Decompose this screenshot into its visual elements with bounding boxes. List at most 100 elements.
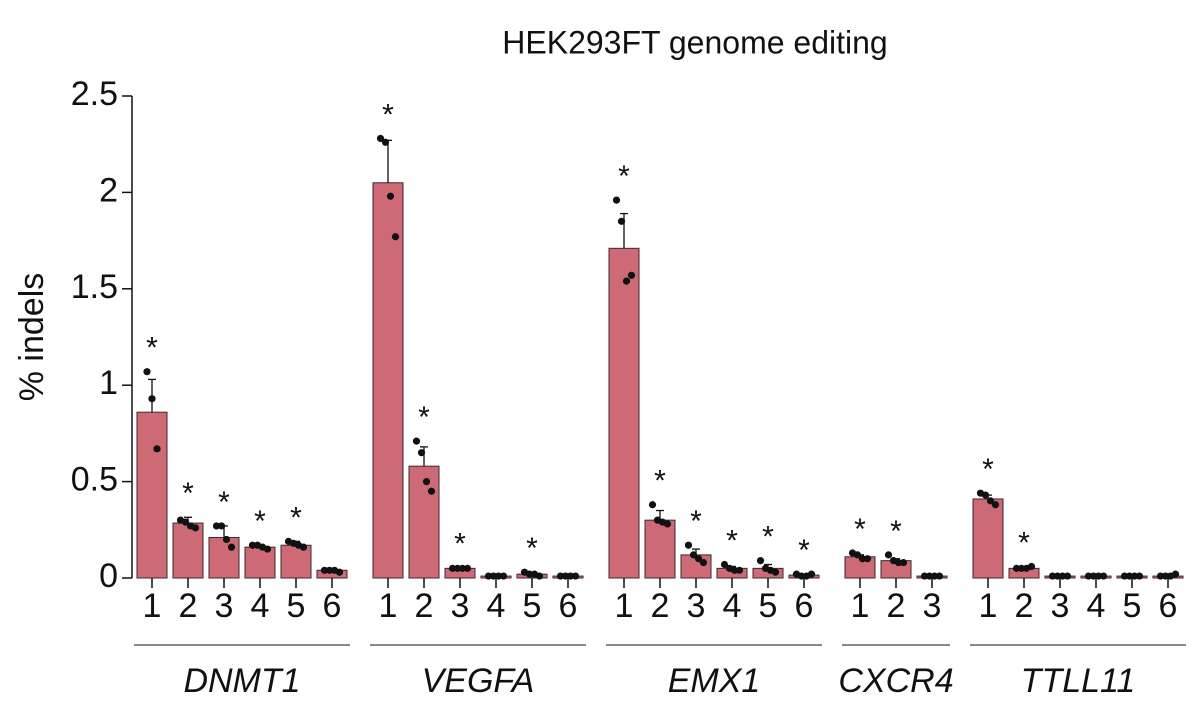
data-point [991,501,1000,509]
data-point [1053,572,1062,580]
data-point [756,557,765,565]
data-point [463,564,472,572]
data-point [153,445,161,453]
significance-label: * [418,401,430,434]
data-point [699,558,708,567]
data-point [1027,562,1036,571]
significance-label: * [382,98,394,131]
data-point [735,566,744,574]
x-tick-label: 5 [523,587,542,625]
bar [608,247,640,579]
x-tick-label: 5 [759,587,778,625]
y-tick-label: 0 [99,557,118,595]
significance-label: * [218,486,230,519]
data-point [1120,572,1129,580]
x-tick-label: 2 [1015,587,1034,625]
data-point [484,572,493,580]
data-point [894,558,903,567]
data-point [427,487,436,495]
x-tick-label: 1 [143,587,162,625]
data-point [453,564,462,572]
bar [408,465,440,579]
data-point [1048,572,1057,580]
data-point [1161,572,1170,580]
data-point [986,497,995,505]
y-tick-label: 2.5 [71,75,118,113]
data-point [622,277,631,285]
data-point [263,545,272,553]
data-point [1017,564,1026,572]
y-axis-label: % indels [13,273,51,402]
data-point [1135,572,1144,580]
data-point [807,570,816,578]
y-tick-label: 0.5 [71,461,118,499]
x-tick-label: 1 [851,587,870,625]
data-point [730,566,739,574]
data-point [858,555,867,563]
data-point [212,522,221,530]
data-point [556,572,565,580]
x-tick-label: 5 [287,587,306,625]
bar [136,411,168,579]
data-point [227,543,236,551]
data-point [391,233,400,241]
data-point [925,572,934,580]
data-point [412,437,421,445]
data-point [1058,572,1067,580]
x-tick-label: 6 [795,587,814,625]
group-label: CXCR4 [838,662,953,700]
data-point [489,572,498,580]
x-tick-label: 1 [379,587,398,625]
data-point [222,535,231,544]
x-tick-label: 4 [1087,587,1106,625]
group-label: VEGFA [422,662,535,700]
data-point [248,541,257,549]
data-point [217,522,226,530]
data-point [689,551,698,559]
bar [172,522,204,579]
y-tick-label: 1.5 [71,268,118,306]
data-point [612,196,621,204]
data-point [853,551,862,559]
data-point [494,572,503,580]
group-label: DNMT1 [183,662,300,700]
data-point [566,572,575,580]
x-tick-label: 2 [415,587,434,625]
data-point [448,564,457,572]
data-point [648,501,657,509]
data-point [417,449,426,457]
group-label: EMX1 [668,662,761,700]
significance-label: * [690,505,702,538]
significance-label: * [982,453,994,486]
data-point [1156,572,1165,580]
data-point [1012,564,1021,572]
data-point [771,568,780,576]
y-tick-label: 2 [99,171,118,209]
data-point [694,555,703,563]
bar [208,537,240,579]
data-point [981,491,990,499]
significance-label: * [890,515,902,548]
data-point [1063,572,1072,580]
data-point [320,566,329,574]
data-point [684,541,693,549]
significance-label: * [618,160,630,193]
data-point [1130,572,1139,580]
significance-label: * [1018,526,1030,559]
data-point [325,566,334,574]
x-tick-label: 5 [1123,587,1142,625]
bar [972,498,1004,579]
data-point [299,543,308,551]
data-point [191,524,200,532]
data-point [561,572,570,580]
x-tick-label: 4 [487,587,506,625]
x-tick-label: 6 [1159,587,1178,625]
data-point [1171,570,1180,578]
data-point [386,192,395,200]
x-tick-label: 3 [1051,587,1070,625]
significance-label: * [854,513,866,546]
x-tick-label: 2 [179,587,198,625]
x-tick-label: 6 [559,587,578,625]
